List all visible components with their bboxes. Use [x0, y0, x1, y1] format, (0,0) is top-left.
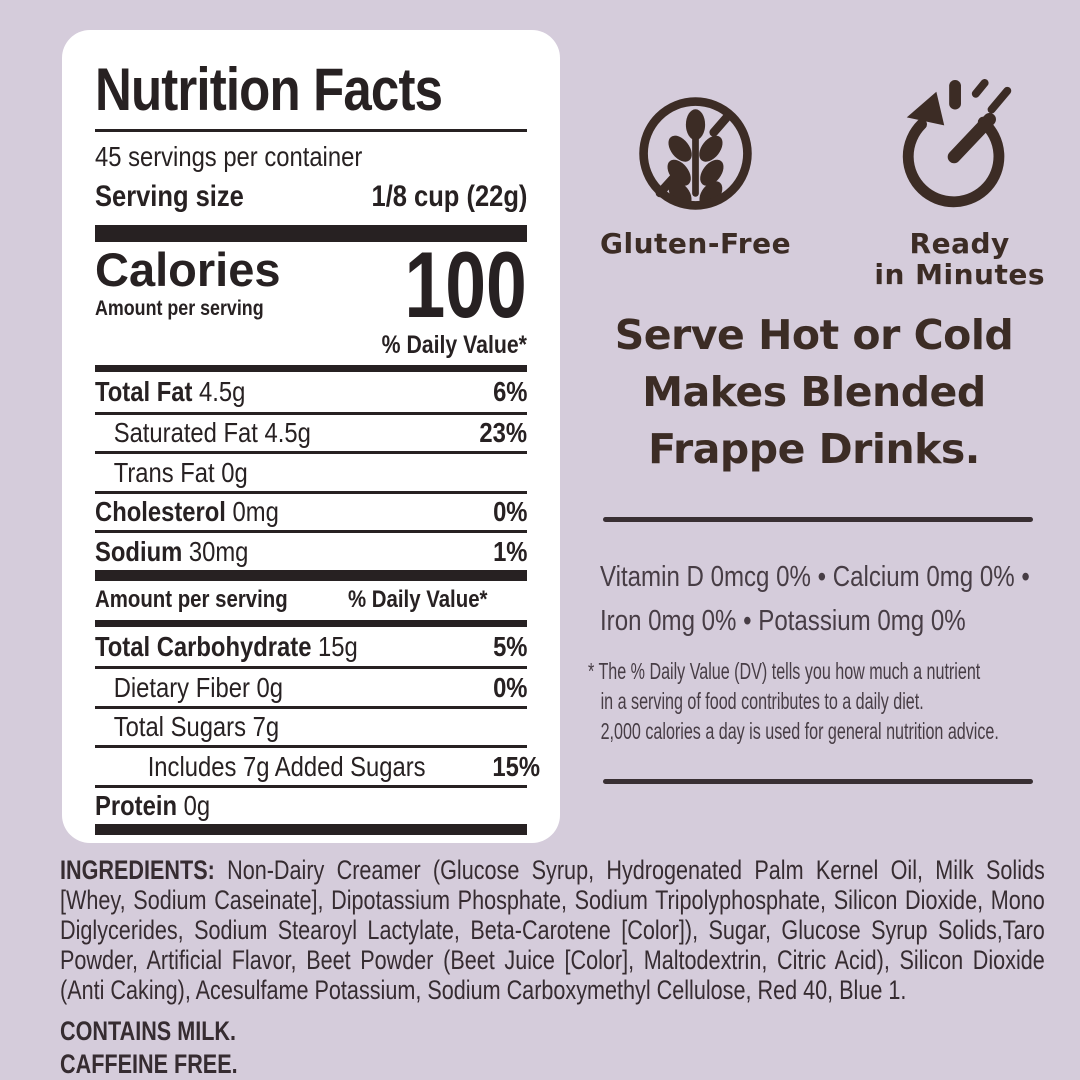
divider-rule — [603, 779, 1033, 784]
micronutrients-line: Vitamin D 0mcg 0% • Calcium 0mg 0% • Iro… — [600, 561, 1030, 637]
nutrient-row-cholesterol: Cholesterol 0mg 0% — [95, 490, 527, 531]
daily-value-header: % Daily Value* — [381, 331, 527, 360]
gluten-free-badge: Gluten-Free — [600, 78, 791, 290]
medium-rule — [95, 619, 527, 627]
dv-value: 6% — [492, 376, 527, 408]
thick-separator-bar — [95, 225, 527, 242]
dv-value: 0% — [492, 671, 527, 703]
nutrient-row-added-sugars: Includes 7g Added Sugars 15% — [95, 745, 540, 785]
nutrient-row-total-sugars: Total Sugars 7g — [95, 705, 527, 746]
calories-value: 100 — [404, 232, 527, 337]
nutrient-row-total-carbohydrate: Total Carbohydrate 15g 5% — [95, 630, 527, 662]
ready-in-minutes-icon — [891, 78, 1029, 216]
bottom-separator-bar — [95, 824, 527, 836]
calories-row: Calories Amount per serving 100 — [95, 232, 527, 337]
calories-label: Calories — [95, 243, 281, 296]
gluten-free-icon — [633, 78, 758, 216]
serving-headline: Serve Hot or Cold Makes Blended Frappe D… — [614, 311, 1014, 473]
contains-milk-statement: CONTAINS MILK. — [60, 1016, 236, 1046]
serving-size-value: 1/8 cup (22g) — [371, 180, 527, 213]
nutrient-row-trans-fat: Trans Fat 0g — [95, 451, 527, 491]
medium-rule — [95, 365, 527, 373]
mid-separator-bar — [95, 569, 527, 581]
nutrient-row-dietary-fiber: Dietary Fiber 0g 0% — [95, 666, 527, 706]
ingredients-label: INGREDIENTS: — [60, 855, 215, 885]
nutrient-row-sodium: Sodium 30mg 1% — [95, 530, 527, 570]
nutrient-row-total-fat: Total Fat 4.5g 6% — [95, 376, 527, 408]
ingredients-paragraph: INGREDIENTS: Non-Dairy Creamer (Glucose … — [60, 855, 1045, 1005]
caffeine-free-statement: CAFFEINE FREE. — [60, 1049, 238, 1079]
nutrition-facts-title: Nutrition Facts — [95, 56, 443, 123]
servings-per-container: 45 servings per container — [95, 141, 363, 172]
ready-in-minutes-label: Ready in Minutes — [874, 227, 1045, 291]
title-rule — [95, 129, 527, 132]
dv-value: 5% — [492, 630, 527, 662]
amount-per-serving-label: Amount per serving — [95, 296, 264, 320]
gluten-free-label: Gluten-Free — [600, 227, 792, 260]
nutrient-row-saturated-fat: Saturated Fat 4.5g 23% — [95, 411, 527, 452]
mid-amount-per-serving: Amount per serving — [95, 586, 288, 614]
dv-value: 23% — [479, 417, 527, 449]
feature-badges: Gluten-Free Ready in Minutes — [600, 78, 1045, 290]
serving-size-row: Serving size 1/8 cup (22g) — [95, 180, 527, 214]
ingredients-text: Non-Dairy Creamer (Glucose Syrup, Hydrog… — [60, 855, 1045, 1005]
ready-in-minutes-badge: Ready in Minutes — [874, 78, 1045, 290]
dv-value: 0% — [492, 496, 527, 528]
dv-value: 1% — [492, 535, 527, 567]
nutrition-facts-panel: Nutrition Facts 45 servings per containe… — [62, 30, 560, 843]
nutrient-row-protein: Protein 0g — [95, 784, 527, 825]
mid-header: Amount per serving % Daily Value* — [95, 581, 527, 620]
ingredients-section: INGREDIENTS: Non-Dairy Creamer (Glucose … — [60, 855, 1045, 1080]
divider-rule — [603, 517, 1033, 522]
mid-daily-value: % Daily Value* — [347, 586, 488, 614]
dv-value: 15% — [492, 750, 540, 782]
serving-size-label: Serving size — [95, 180, 244, 213]
daily-value-footnote: * The % Daily Value (DV) tells you how m… — [588, 658, 999, 744]
